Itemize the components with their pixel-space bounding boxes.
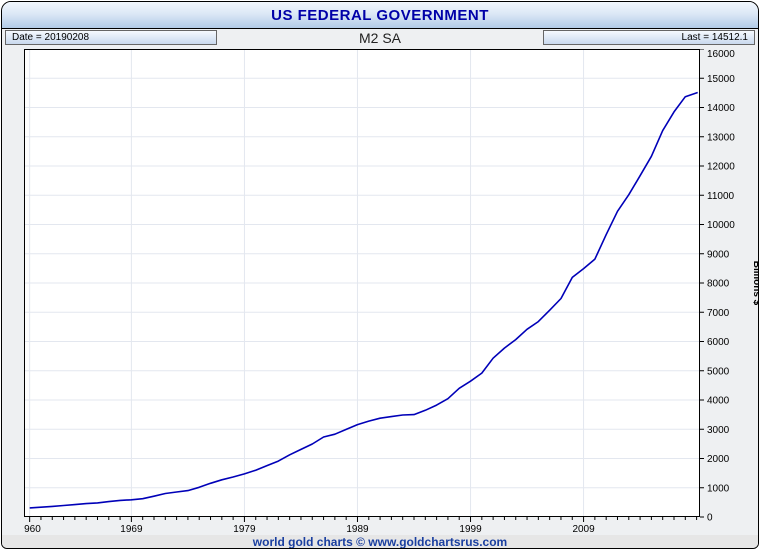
chart-region: 0 1000 2000 3000 4000 5000 6000 7000 8000 9000 100…: [2, 49, 758, 535]
last-value-label: Last = 14512.1: [543, 30, 755, 45]
y-tick-label: 2000: [707, 454, 730, 465]
chart-plot: 0 1000 2000 3000 4000 5000 6000 7000 8000 9000 100…: [24, 49, 759, 535]
plot-border: [24, 49, 700, 517]
m2-series-line: [29, 91, 698, 509]
x-tick-label: 1969: [120, 524, 143, 535]
date-label: Date = 20190208: [5, 30, 217, 45]
y-tick-label: 14000: [707, 103, 735, 114]
y-tick-label: 4000: [707, 396, 730, 407]
footer-text: world gold charts © www.goldchartsrus.co…: [252, 535, 508, 549]
title-bar: US FEDERAL GOVERNMENT: [2, 2, 758, 29]
footer-bar: world gold charts © www.goldchartsrus.co…: [2, 535, 758, 549]
y-tick-label: 5000: [707, 366, 730, 377]
x-tick-label: 1989: [346, 524, 369, 535]
y-tick-label: 0: [707, 513, 713, 524]
y-tick-label: 16000: [707, 49, 735, 60]
y-tick-label: 6000: [707, 337, 730, 348]
y-tick-label: 9000: [707, 249, 730, 260]
y-tick-label: 3000: [707, 425, 730, 436]
y-tick-label: 8000: [707, 279, 730, 290]
y-tick-label: 15000: [707, 74, 735, 85]
y-tick-label: 12000: [707, 162, 735, 173]
y-tick-label: 1000: [707, 483, 730, 494]
header-strip: Date = 20190208 M2 SA Last = 14512.1: [2, 29, 758, 49]
x-tick-label: 1960: [24, 524, 41, 535]
chart-subtitle: M2 SA: [358, 30, 401, 46]
y-tick-label: 10000: [707, 220, 735, 231]
x-tick-label: 1999: [459, 524, 482, 535]
x-tick-label: 1979: [233, 524, 256, 535]
y-tick-label: 11000: [707, 191, 735, 202]
y-axis-title: Billions $: [751, 261, 759, 306]
y-tick-label: 7000: [707, 308, 730, 319]
x-tick-label: 2009: [572, 524, 595, 535]
y-tick-label: 13000: [707, 132, 735, 143]
page-title: US FEDERAL GOVERNMENT: [271, 6, 489, 24]
